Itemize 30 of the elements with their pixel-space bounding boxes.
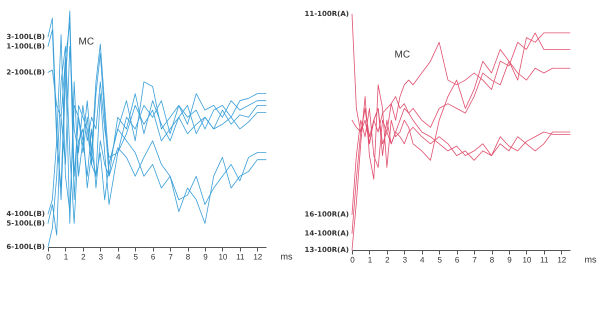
- x-tick-label: 9: [507, 256, 512, 264]
- x-tick-label: 10: [522, 256, 532, 264]
- x-tick-label: 12: [557, 256, 567, 264]
- x-tick-label: 7: [168, 252, 174, 262]
- x-tick-label: 12: [253, 252, 263, 262]
- x-tick-label: 3: [98, 252, 104, 262]
- x-tick-label: 10: [218, 252, 228, 262]
- x-tick-label: 6: [150, 252, 156, 262]
- x-tick-label: 9: [203, 252, 208, 262]
- x-tick-label: 3: [402, 256, 408, 264]
- x-tick-label: 2: [81, 252, 86, 262]
- x-tick-label: 1: [368, 256, 373, 264]
- x-tick-label: 11: [540, 256, 550, 264]
- x-tick-label: 1: [64, 252, 69, 262]
- x-tick-label: 0: [46, 252, 52, 262]
- x-tick-label: 0: [350, 256, 356, 264]
- x-tick-label: 6: [454, 256, 460, 264]
- annotation: MC: [394, 50, 410, 61]
- x-tick-label: 4: [116, 252, 122, 262]
- annotation: MC: [78, 36, 94, 48]
- x-tick-label: 8: [186, 252, 191, 262]
- x-tick-label: 8: [490, 256, 495, 264]
- x-tick-label: 11: [236, 252, 246, 262]
- x-tick-label: 7: [472, 256, 478, 264]
- x-axis-title: ms: [584, 254, 597, 264]
- x-tick-label: 2: [385, 256, 390, 264]
- x-axis-title: ms: [280, 252, 293, 262]
- x-tick-label: 5: [437, 256, 442, 264]
- x-tick-label: 4: [420, 256, 426, 264]
- x-tick-label: 5: [133, 252, 138, 262]
